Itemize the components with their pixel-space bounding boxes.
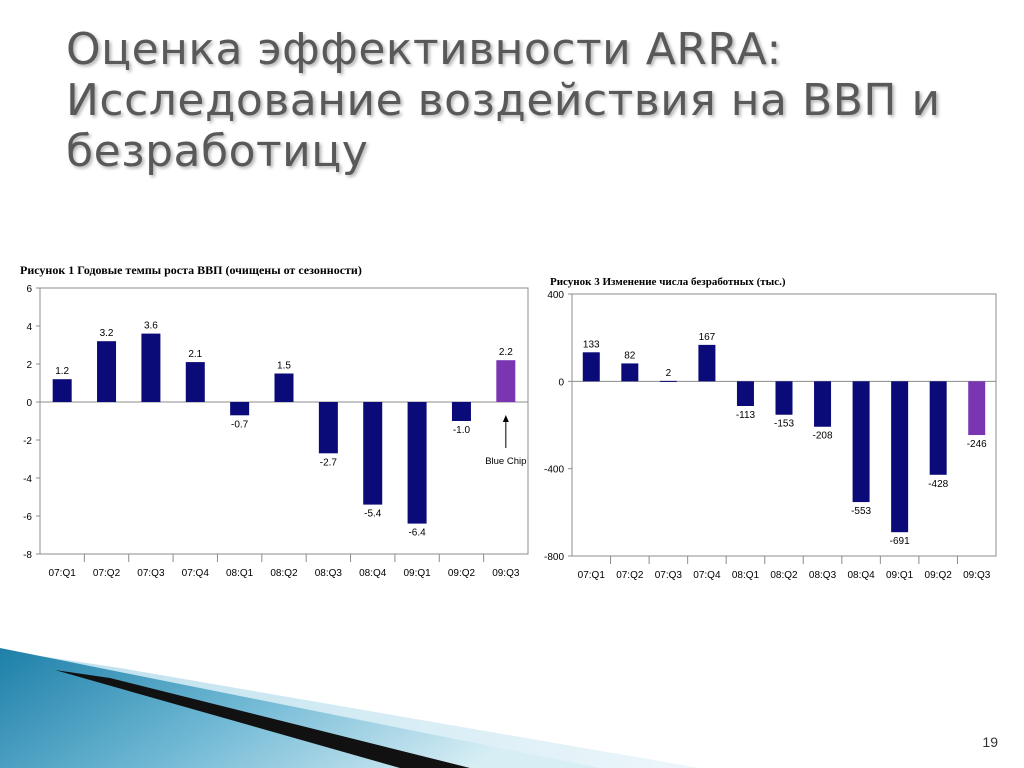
x-tick-label: 08:Q2 [770, 570, 798, 581]
bar [582, 352, 600, 382]
decor-dark-stripe [55, 670, 470, 768]
x-tick-label: 08:Q1 [226, 568, 254, 579]
y-tick-label: -4 [23, 474, 32, 485]
x-tick-label: 08:Q3 [315, 568, 343, 579]
chart-title: Рисунок 3 Изменение числа безработных (т… [550, 276, 786, 288]
x-tick-label: 07:Q2 [616, 570, 644, 581]
unemployment-change-chart: Рисунок 3 Изменение числа безработных (т… [544, 276, 997, 581]
x-tick-label: 07:Q1 [578, 570, 606, 581]
data-label: -153 [774, 419, 794, 430]
data-label: -0.7 [231, 419, 249, 430]
y-tick-label: 400 [547, 290, 564, 301]
data-label: -1.0 [453, 425, 471, 436]
bar [929, 381, 947, 475]
x-tick-label: 09:Q1 [886, 570, 914, 581]
data-label: 2.2 [499, 347, 513, 358]
y-tick-label: -800 [544, 552, 564, 563]
plot-frame [39, 287, 529, 555]
slide-decoration [0, 648, 700, 768]
bar [185, 362, 205, 402]
data-label: -246 [967, 439, 987, 450]
bar [274, 373, 294, 402]
bar [621, 363, 639, 382]
data-label: 2.1 [188, 349, 202, 360]
bar [968, 381, 986, 436]
y-tick-label: -2 [23, 436, 32, 447]
bar [736, 381, 754, 407]
data-label: 82 [624, 350, 636, 361]
x-tick-label: 07:Q3 [655, 570, 683, 581]
data-label: -113 [736, 410, 756, 421]
data-label: 3.2 [100, 328, 114, 339]
x-tick-label: 07:Q1 [49, 568, 77, 579]
bar [230, 402, 250, 416]
y-tick-label: -6 [23, 512, 32, 523]
annotation-arrowhead [502, 415, 509, 422]
data-label: -553 [851, 506, 871, 517]
x-tick-label: 08:Q2 [270, 568, 298, 579]
bar [698, 344, 716, 382]
data-label: -691 [890, 536, 910, 547]
data-label: 133 [583, 339, 600, 350]
y-tick-label: 0 [26, 398, 32, 409]
plot-frame [571, 293, 997, 557]
y-tick-label: -8 [23, 550, 32, 561]
slide-title: Оценка эффективности ARRA: Исследование … [66, 24, 941, 178]
data-label: 1.2 [55, 366, 69, 377]
x-tick-label: 08:Q4 [359, 568, 387, 579]
chart-title: Рисунок 1 Годовые темпы роста ВВП (очище… [20, 263, 362, 277]
x-tick-label: 08:Q3 [809, 570, 837, 581]
y-tick-label: -400 [544, 465, 564, 476]
bar [852, 381, 870, 503]
bar [141, 333, 161, 402]
y-tick-label: 0 [558, 377, 564, 388]
bar [891, 381, 909, 533]
x-tick-label: 09:Q2 [448, 568, 476, 579]
y-tick-label: 2 [26, 360, 32, 371]
x-tick-label: 07:Q3 [137, 568, 165, 579]
decor-blue-wedge [0, 648, 600, 768]
slide-number: 19 [982, 734, 998, 750]
bar [659, 380, 677, 382]
x-tick-label: 07:Q2 [93, 568, 121, 579]
bar [318, 402, 338, 454]
bar [451, 402, 471, 421]
data-label: 1.5 [277, 361, 291, 372]
data-label: -208 [813, 431, 833, 442]
data-label: -428 [928, 479, 948, 490]
bar [52, 379, 72, 402]
annotation-label: Blue Chip [485, 456, 526, 467]
data-label: 3.6 [144, 321, 158, 332]
data-label: 2 [666, 368, 672, 379]
y-tick-label: 6 [26, 284, 32, 295]
x-tick-label: 07:Q4 [182, 568, 210, 579]
x-tick-label: 08:Q1 [732, 570, 760, 581]
x-tick-label: 09:Q1 [403, 568, 431, 579]
data-label: -2.7 [320, 457, 338, 468]
x-tick-label: 08:Q4 [847, 570, 875, 581]
bar [814, 381, 832, 427]
x-tick-label: 09:Q3 [492, 568, 520, 579]
x-tick-label: 09:Q2 [925, 570, 953, 581]
gdp-growth-chart: Рисунок 1 Годовые темпы роста ВВП (очище… [20, 263, 529, 579]
bar [407, 402, 427, 524]
bar [97, 341, 117, 402]
x-tick-label: 09:Q3 [963, 570, 991, 581]
data-label: -5.4 [364, 509, 382, 520]
data-label: 167 [699, 332, 716, 343]
bar [775, 381, 793, 415]
x-tick-label: 07:Q4 [693, 570, 721, 581]
y-tick-label: 4 [26, 322, 32, 333]
bar [496, 360, 516, 402]
data-label: -6.4 [408, 528, 426, 539]
bar [363, 402, 383, 505]
